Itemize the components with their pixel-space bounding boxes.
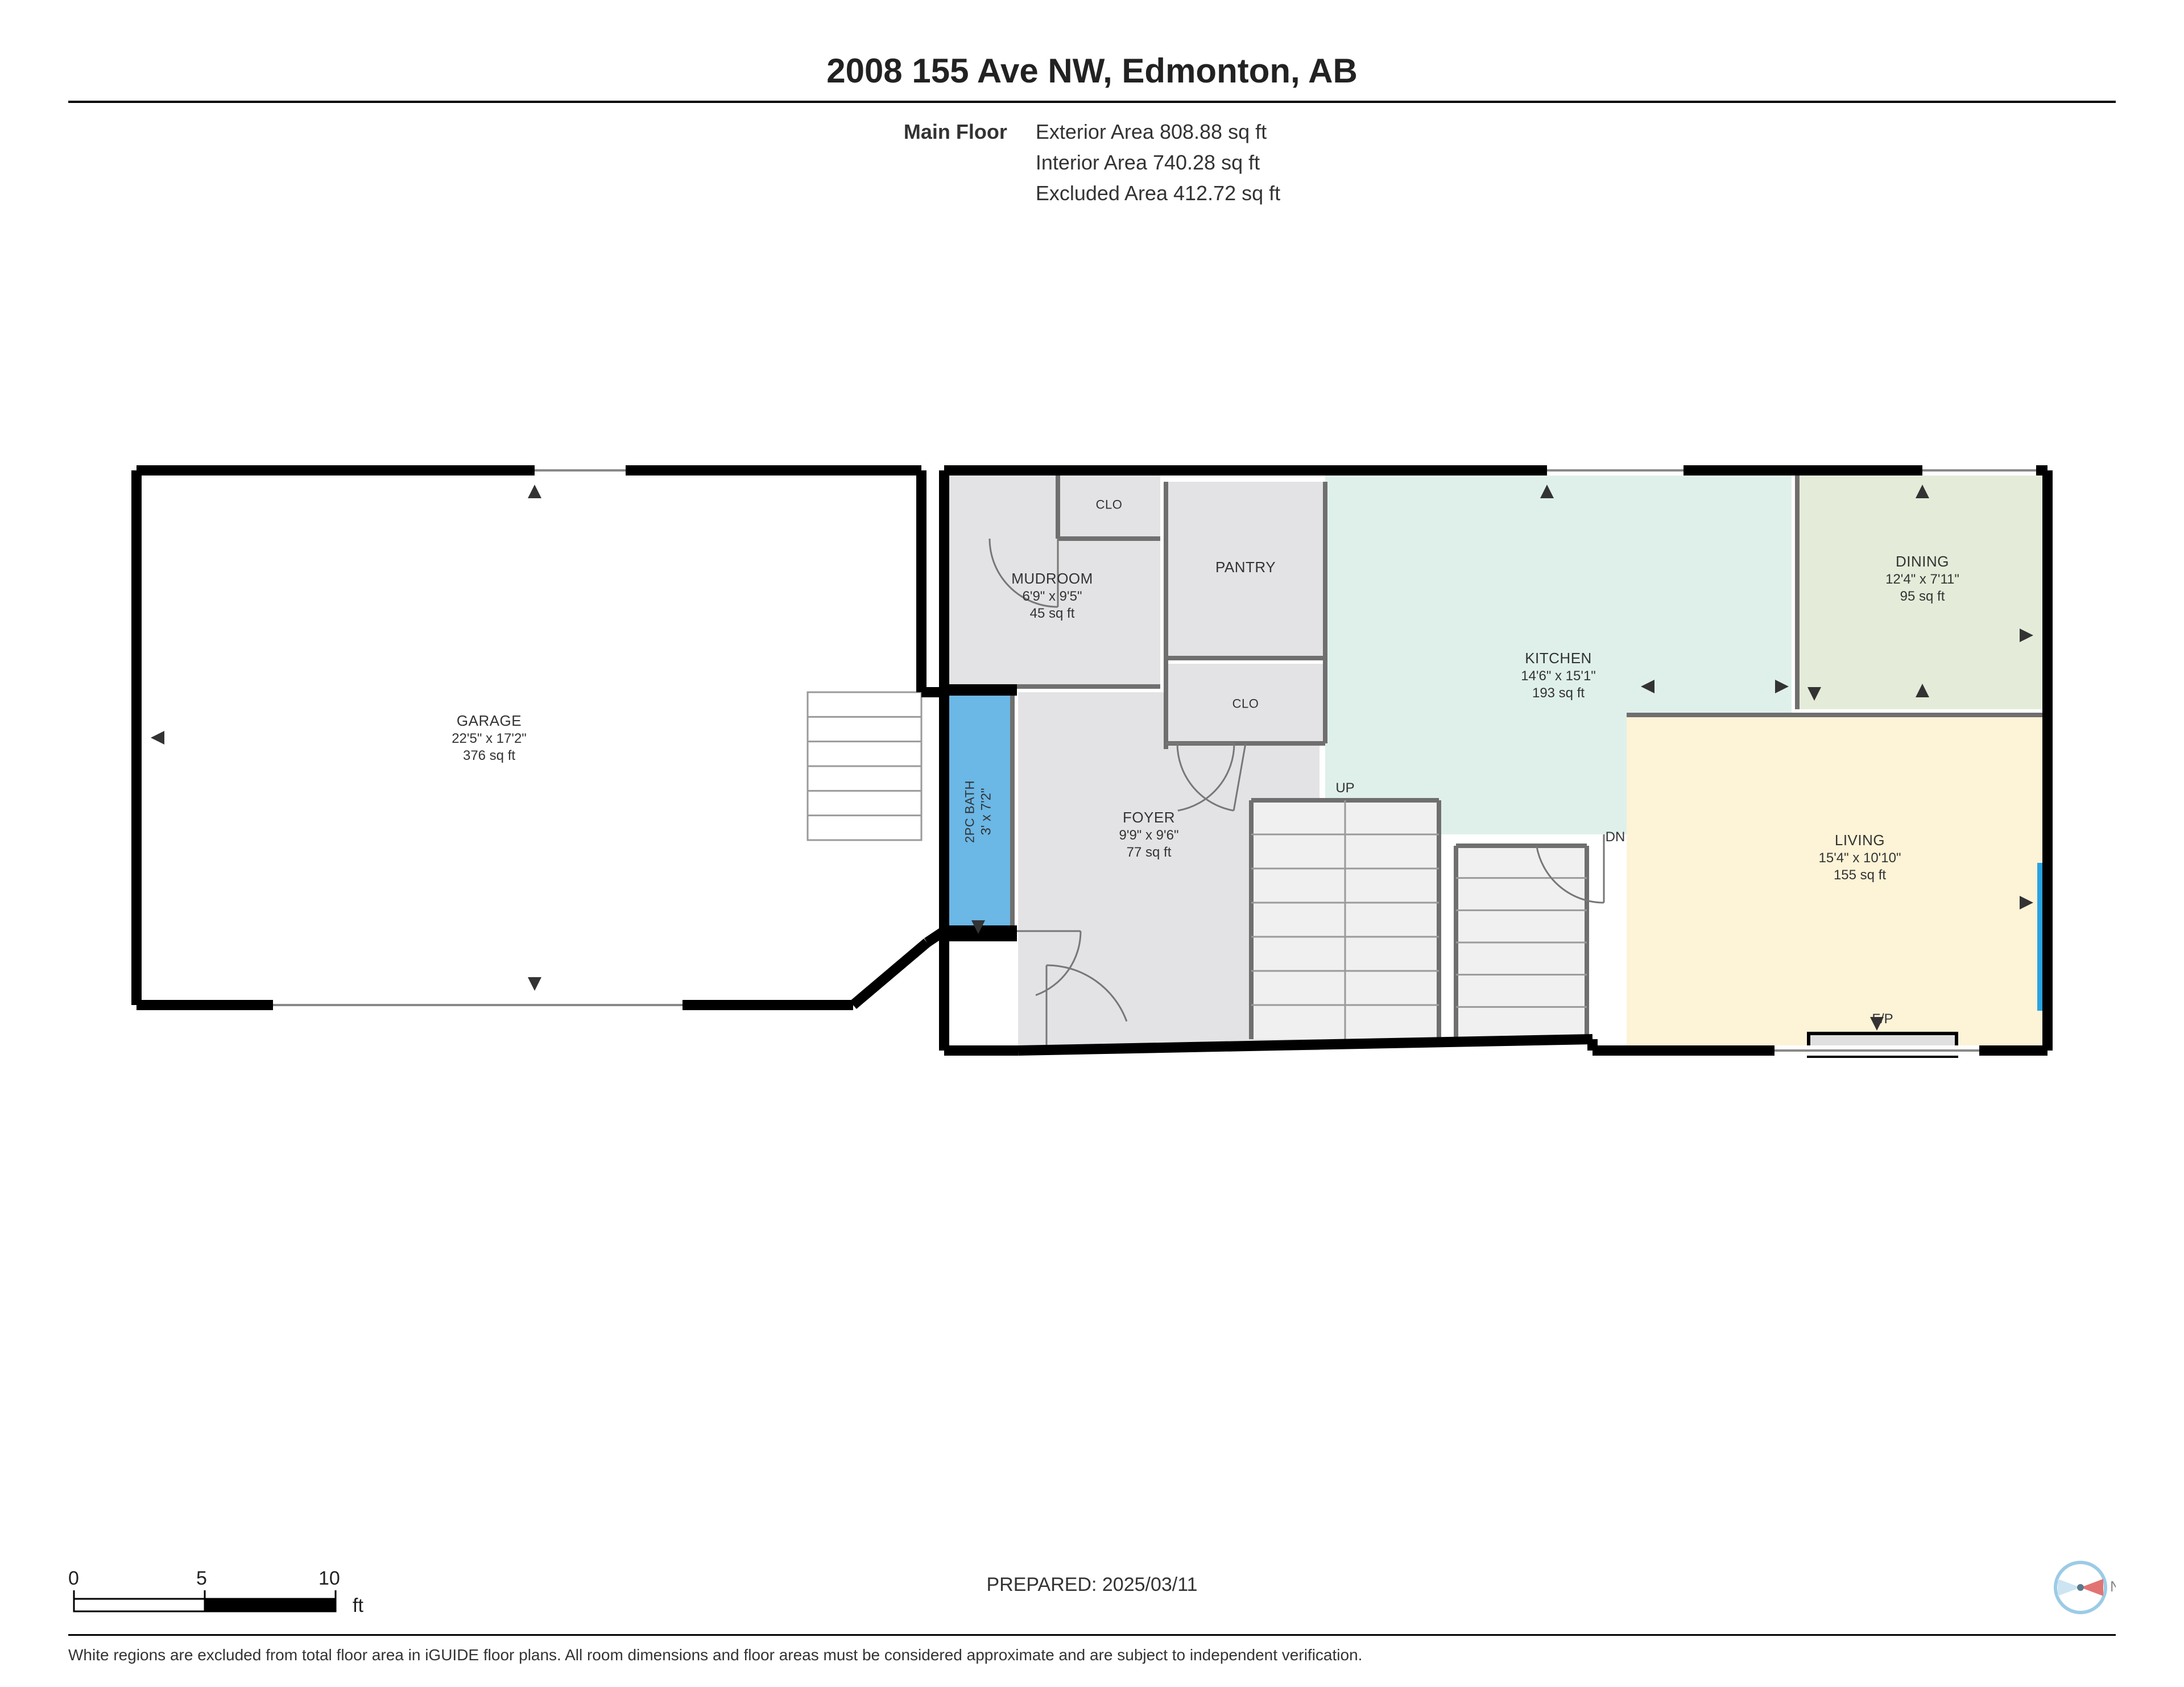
title-rule bbox=[68, 101, 2116, 103]
prepared-date: PREPARED: 2025/03/11 bbox=[986, 1574, 1197, 1596]
floor-label: Main Floor bbox=[904, 120, 1007, 143]
scale-bar-svg: 0 5 10 ft bbox=[68, 1568, 387, 1619]
svg-text:UP: UP bbox=[1335, 780, 1354, 796]
svg-text:F/P: F/P bbox=[1872, 1011, 1893, 1027]
scale-tick-5: 5 bbox=[196, 1568, 207, 1589]
interior-area: Interior Area 740.28 sq ft bbox=[1036, 147, 1280, 178]
scale-tick-10: 10 bbox=[318, 1568, 340, 1589]
page-title: 2008 155 Ave NW, Edmonton, AB bbox=[68, 51, 2116, 90]
header-info: Main Floor Exterior Area 808.88 sq ft In… bbox=[68, 117, 2116, 209]
svg-text:DN: DN bbox=[1606, 829, 1625, 845]
page: 2008 155 Ave NW, Edmonton, AB Main Floor… bbox=[0, 0, 2184, 1687]
footer-rule bbox=[68, 1634, 2116, 1636]
floorplan: UPDNF/P GARAGE22'5" x 17'2"376 sq ftMUDR… bbox=[68, 448, 2116, 1130]
floorplan-svg: UP DN F/P bbox=[68, 448, 2116, 1130]
scale-unit: ft bbox=[353, 1595, 363, 1616]
compass-n: N bbox=[2110, 1578, 2116, 1595]
scale-tick-0: 0 bbox=[68, 1568, 79, 1589]
compass-icon: N bbox=[2053, 1556, 2116, 1619]
excluded-area: Excluded Area 412.72 sq ft bbox=[1036, 178, 1280, 209]
footer: 0 5 10 ft PREPARED: 2025/03/11 bbox=[68, 1568, 2116, 1619]
disclaimer: White regions are excluded from total fl… bbox=[68, 1646, 2116, 1664]
exterior-area: Exterior Area 808.88 sq ft bbox=[1036, 117, 1280, 147]
